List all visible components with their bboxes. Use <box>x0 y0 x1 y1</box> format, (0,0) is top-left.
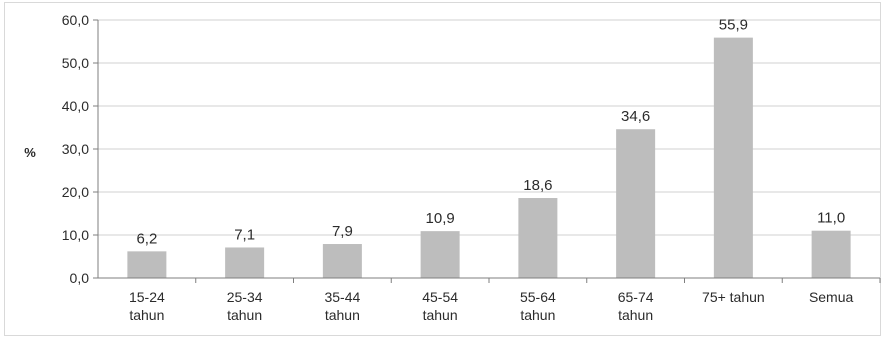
bar <box>518 198 558 278</box>
x-tick-label: 75+ tahun <box>702 289 765 305</box>
data-label: 6,2 <box>136 230 157 247</box>
data-label: 18,6 <box>523 177 552 194</box>
x-axis: 15-24 tahun 25-34 tahun 35-44 tahun 45-54 tahun… <box>98 277 881 323</box>
bar <box>616 129 656 278</box>
x-tick-label: 15-24 <box>129 289 165 305</box>
bar <box>420 231 460 278</box>
y-tick-label: 30,0 <box>62 141 89 157</box>
y-axis-label: % <box>24 145 36 160</box>
x-tick-label: 25-34 <box>227 289 263 305</box>
y-tick-label: 40,0 <box>62 98 89 114</box>
x-tick-label: 55-64 <box>520 289 556 305</box>
x-tick-label: 65-74 <box>618 289 654 305</box>
grid-lines <box>98 19 880 236</box>
x-tick-label: tahun <box>129 307 164 323</box>
bar <box>811 230 851 278</box>
x-tick-label: tahun <box>520 307 555 323</box>
data-label: 10,9 <box>426 210 455 227</box>
data-label: 11,0 <box>817 210 845 227</box>
data-label: 7,1 <box>234 226 255 243</box>
bar <box>713 37 753 278</box>
data-label: 55,9 <box>719 17 748 34</box>
x-tick-label: Semua <box>809 289 854 305</box>
y-axis: 0,0 10,0 20,0 30,0 40,0 50,0 60,0 <box>62 12 99 286</box>
y-tick-label: 0,0 <box>70 270 90 286</box>
bar <box>225 247 265 278</box>
bar <box>322 244 362 278</box>
x-tick-label: tahun <box>618 307 653 323</box>
bar <box>127 251 167 278</box>
y-tick-label: 60,0 <box>62 12 89 28</box>
data-labels: 6,2 7,1 7,9 10,9 18,6 34,6 55,9 11,0 <box>136 17 845 248</box>
x-tick-label: tahun <box>227 307 262 323</box>
y-tick-label: 20,0 <box>62 184 89 200</box>
data-label: 7,9 <box>332 223 353 240</box>
bars <box>127 37 851 278</box>
data-label: 34,6 <box>621 108 650 125</box>
y-tick-label: 50,0 <box>62 55 89 71</box>
x-tick-label: tahun <box>325 307 360 323</box>
y-tick-label: 10,0 <box>62 227 89 243</box>
x-tick-label: tahun <box>423 307 458 323</box>
x-tick-label: 45-54 <box>422 289 458 305</box>
x-tick-label: 35-44 <box>324 289 360 305</box>
